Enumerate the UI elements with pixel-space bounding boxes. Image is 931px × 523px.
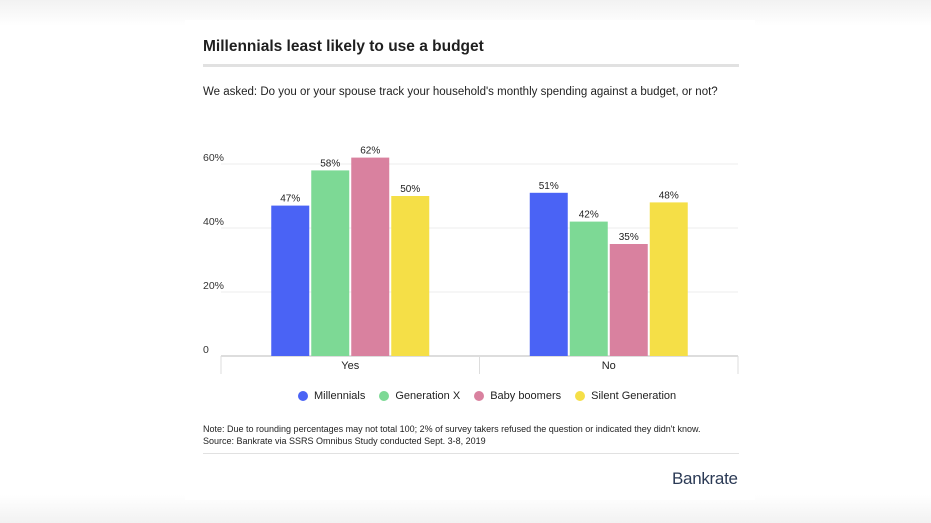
legend-swatch [298,391,308,401]
bar [529,192,568,356]
legend-swatch [575,391,586,401]
note-text: Note: Due to rounding percentages may no… [203,424,701,434]
data-label: 58% [320,158,340,169]
y-tick-label: 0 [203,344,209,356]
data-label: 51% [539,181,559,192]
data-label: 48% [659,190,679,201]
bar [351,157,390,356]
y-tick-label: 20% [203,280,224,292]
x-tick-label: No [602,360,616,372]
bar [649,202,688,356]
data-label: 62% [360,146,380,157]
bar [609,244,648,356]
x-tick-label: Yes [341,360,359,372]
bar [569,221,608,356]
y-tick-label: 60% [203,152,224,164]
legend-swatch [379,391,390,401]
bar [311,170,350,356]
bar [271,205,310,356]
legend-label: Silent Generation [591,390,677,402]
source-text: Source: Bankrate via SSRS Omnibus Study … [203,436,486,446]
legend-item: Baby boomers [474,390,561,402]
data-label: 50% [400,184,420,195]
legend-label: Generation X [395,390,461,402]
legend-item: Silent Generation [575,390,676,402]
chart-footnote: Note: Due to rounding percentages may no… [203,423,701,447]
chart-legend: Millennials Generation X Baby boomers Silen… [298,390,690,402]
title-divider [203,64,739,67]
footer-divider [203,453,739,454]
chart-title: Millennials least likely to use a budget [203,38,484,55]
bankrate-logo: Bankrate [672,469,738,488]
legend-swatch [474,391,485,401]
legend-label: Millennials [314,390,366,402]
data-label: 47% [280,194,300,205]
legend-item: Millennials [298,390,365,402]
legend-item: Generation X [379,390,460,402]
data-label: 42% [579,210,599,221]
legend-label: Baby boomers [490,390,562,402]
bar [391,196,430,356]
chart-subtitle: We asked: Do you or your spouse track yo… [203,86,718,98]
data-label: 35% [619,232,639,243]
y-tick-label: 40% [203,216,224,228]
